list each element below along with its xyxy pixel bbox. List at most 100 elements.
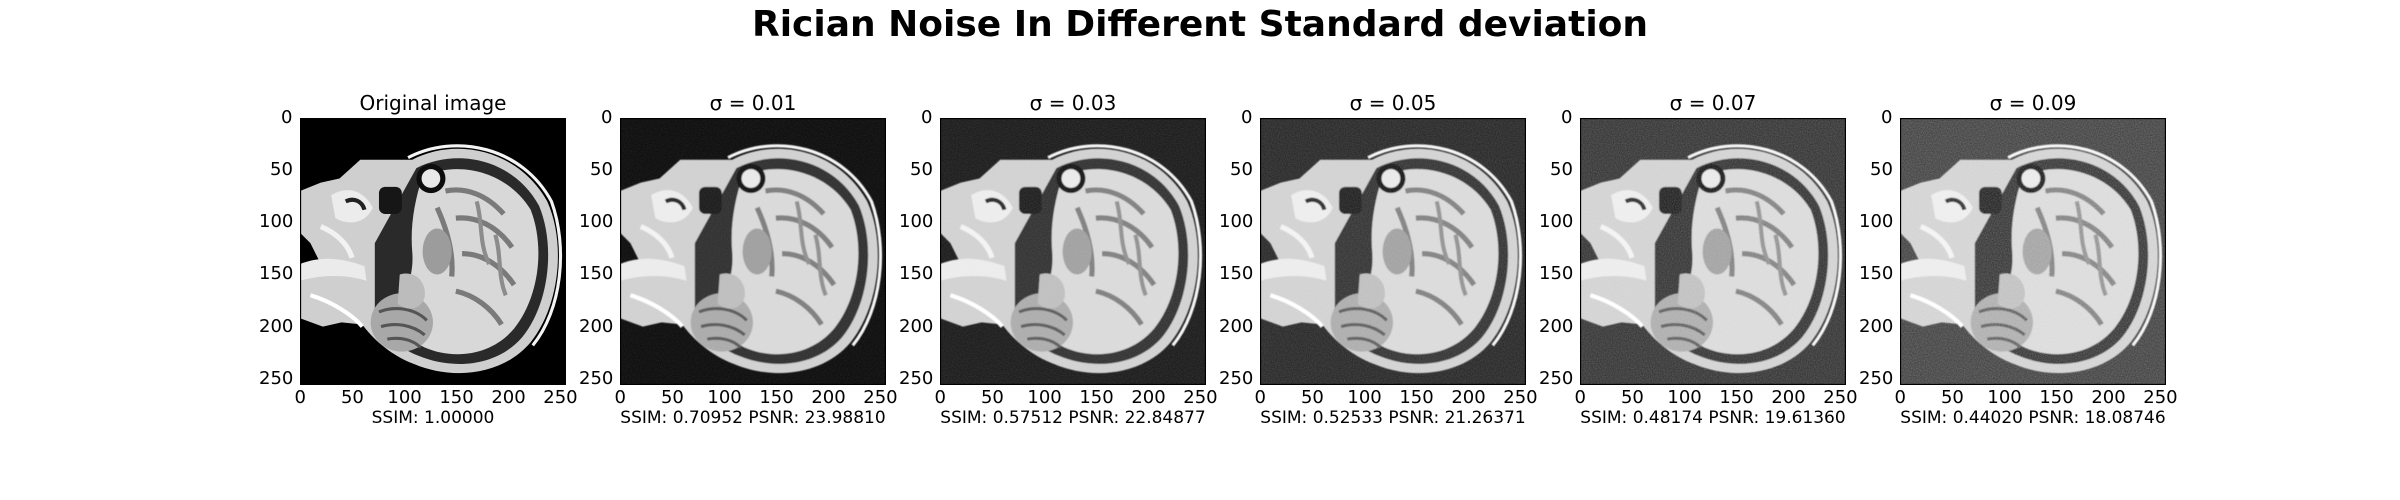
y-tick-label: 200: [1219, 315, 1254, 337]
image-axes: [1580, 118, 1846, 385]
panel-title: Original image: [359, 91, 507, 115]
x-tick-label: 0: [1894, 387, 1906, 408]
x-tick-label: 200: [1451, 387, 1486, 408]
x-tick-label: 50: [340, 387, 364, 408]
y-tick-label: 100: [579, 211, 614, 233]
x-tick-label: 250: [543, 387, 578, 408]
y-tick-label: 200: [1539, 315, 1574, 337]
y-tick-label: 150: [899, 263, 934, 285]
x-tick-label: 0: [294, 387, 306, 408]
x-tick-label: 150: [439, 387, 474, 408]
x-tick-label: 50: [660, 387, 684, 408]
x-tick-label: 100: [707, 387, 742, 408]
y-tick-label: 0: [601, 107, 613, 128]
y-tick-label: 100: [1219, 211, 1254, 233]
y-tick-label: 50: [1230, 159, 1253, 181]
x-tick-label: 250: [2143, 387, 2178, 408]
y-tick-label: 50: [590, 159, 613, 181]
y-tick-label: 50: [1870, 159, 1893, 181]
mri-slice-image: [1260, 118, 1526, 385]
image-axes: [940, 118, 1206, 385]
image-axes: [620, 118, 886, 385]
y-tick-label: 0: [1241, 107, 1253, 128]
y-tick-label: 200: [259, 315, 294, 337]
y-tick-label: 250: [1219, 367, 1254, 389]
image-panel: σ = 0.01 0 50 100 150 200 250 0 50 100 150 200 250 SS…: [579, 90, 940, 450]
y-tick-label: 0: [921, 107, 933, 128]
y-tick-label: 0: [1881, 107, 1893, 128]
figure-title: Rician Noise In Different Standard devia…: [751, 4, 1649, 45]
y-tick-label: 100: [1859, 211, 1894, 233]
x-tick-label: 50: [1300, 387, 1324, 408]
x-tick-label: 200: [2091, 387, 2126, 408]
x-tick-label: 0: [614, 387, 626, 408]
y-tick-label: 0: [281, 107, 293, 128]
panel-title: σ = 0.09: [1989, 91, 2077, 115]
metrics-label: SSIM: 0.70952 PSNR: 23.98810: [620, 408, 886, 428]
metrics-label: SSIM: 1.00000: [371, 408, 495, 428]
image-axes: [1900, 118, 2166, 385]
y-tick-label: 150: [1219, 263, 1254, 285]
x-tick-label: 150: [1719, 387, 1754, 408]
mri-slice-image: [620, 118, 886, 385]
y-tick-label: 250: [1539, 367, 1574, 389]
y-tick-label: 150: [259, 263, 294, 285]
x-tick-label: 150: [2039, 387, 2074, 408]
image-panel: σ = 0.07 0 50 100 150 200 250 0 50 100 150 200 250 SS…: [1539, 90, 1900, 450]
y-tick-label: 50: [270, 159, 293, 181]
metrics-label: SSIM: 0.57512 PSNR: 22.84877: [940, 408, 1206, 428]
x-tick-label: 50: [1940, 387, 1964, 408]
x-tick-label: 0: [1574, 387, 1586, 408]
panel-title: σ = 0.05: [1349, 91, 1437, 115]
x-tick-label: 200: [811, 387, 846, 408]
image-panel: σ = 0.03 0 50 100 150 200 250 0 50 100 150 200 250 SS…: [899, 90, 1260, 450]
panel-title: σ = 0.03: [1029, 91, 1117, 115]
y-tick-label: 150: [1859, 263, 1894, 285]
image-panel: σ = 0.09 0 50 100 150 200 250 0 50 100 150 200 250 SS…: [1859, 90, 2220, 450]
mri-slice-image: [1580, 118, 1846, 385]
metrics-label: SSIM: 0.48174 PSNR: 19.61360: [1580, 408, 1846, 428]
x-tick-label: 150: [759, 387, 794, 408]
image-panel: σ = 0.05 0 50 100 150 200 250 0 50 100 150 200 250 SS…: [1219, 90, 1580, 450]
image-axes: [1260, 118, 1526, 385]
image-panel: Original image 0 50 100 150 200 250 0 50 100 150 20…: [259, 90, 620, 450]
x-tick-label: 250: [863, 387, 898, 408]
y-tick-label: 250: [1859, 367, 1894, 389]
x-tick-label: 200: [1131, 387, 1166, 408]
x-tick-label: 100: [1987, 387, 2022, 408]
x-tick-label: 50: [980, 387, 1004, 408]
mri-slice-image: [940, 118, 1206, 385]
image-axes: [300, 118, 566, 385]
metrics-label: SSIM: 0.52533 PSNR: 21.26371: [1260, 408, 1526, 428]
x-tick-label: 250: [1823, 387, 1858, 408]
x-tick-label: 0: [1254, 387, 1266, 408]
y-tick-label: 100: [259, 211, 294, 233]
x-tick-label: 250: [1503, 387, 1538, 408]
x-tick-label: 200: [491, 387, 526, 408]
y-tick-label: 100: [1539, 211, 1574, 233]
x-tick-label: 100: [1027, 387, 1062, 408]
y-tick-label: 150: [579, 263, 614, 285]
x-tick-label: 100: [1667, 387, 1702, 408]
y-tick-label: 250: [259, 367, 294, 389]
x-tick-label: 0: [934, 387, 946, 408]
x-tick-label: 100: [1347, 387, 1382, 408]
x-tick-label: 200: [1771, 387, 1806, 408]
y-tick-label: 150: [1539, 263, 1574, 285]
panel-title: σ = 0.07: [1669, 91, 1757, 115]
y-tick-label: 50: [910, 159, 933, 181]
mri-slice-image: [300, 118, 566, 385]
mri-slice-image: [1900, 118, 2166, 385]
y-tick-label: 200: [579, 315, 614, 337]
y-tick-label: 200: [1859, 315, 1894, 337]
y-tick-label: 100: [899, 211, 934, 233]
x-tick-label: 50: [1620, 387, 1644, 408]
x-tick-label: 150: [1399, 387, 1434, 408]
x-tick-label: 250: [1183, 387, 1218, 408]
y-tick-label: 250: [579, 367, 614, 389]
panel-title: σ = 0.01: [709, 91, 797, 115]
y-tick-label: 0: [1561, 107, 1573, 128]
y-tick-label: 50: [1550, 159, 1573, 181]
metrics-label: SSIM: 0.44020 PSNR: 18.08746: [1900, 408, 2166, 428]
x-tick-label: 150: [1079, 387, 1114, 408]
